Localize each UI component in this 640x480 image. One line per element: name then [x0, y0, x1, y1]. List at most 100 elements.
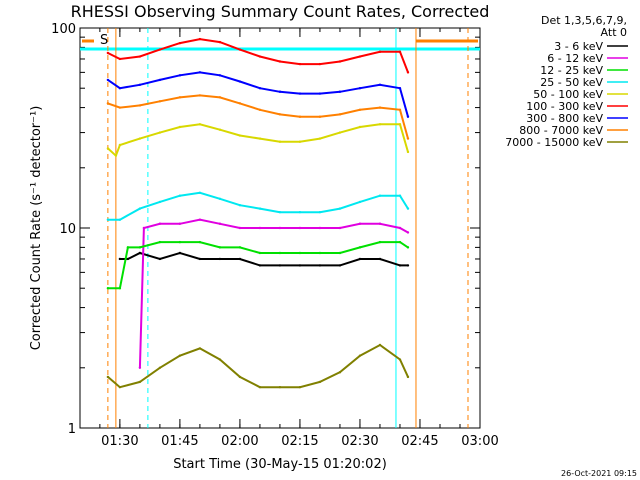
series-point-7 — [258, 87, 262, 90]
series-point-5 — [218, 128, 222, 131]
legend-label-8: 800 - 7000 keV — [519, 124, 603, 137]
series-point-8 — [338, 113, 342, 116]
series-point-1 — [238, 257, 242, 261]
series-point-6 — [238, 48, 242, 51]
series-point-4 — [218, 197, 222, 200]
series-point-7 — [406, 115, 410, 118]
series-line-4 — [107, 191, 409, 221]
series-point-3 — [118, 287, 122, 290]
series-point-7 — [358, 87, 362, 90]
series-point-8 — [378, 106, 382, 109]
series-point-6 — [106, 51, 110, 55]
series-point-1 — [398, 264, 402, 267]
series-point-9 — [198, 347, 202, 350]
series-point-5 — [338, 131, 342, 134]
series-point-7 — [318, 92, 322, 95]
series-point-2 — [318, 226, 322, 230]
x-tick-label: 02:15 — [281, 434, 318, 449]
series-point-5 — [198, 123, 202, 126]
y-axis-label: Corrected Count Rate (s⁻¹ detector⁻¹) — [29, 106, 44, 351]
series-point-9 — [258, 385, 262, 389]
series-point-1 — [278, 264, 282, 267]
series-point-2 — [278, 226, 282, 230]
series-point-3 — [258, 251, 262, 255]
series-point-5 — [238, 134, 242, 137]
legend-header-detectors: Det 1,3,5,6,7,9, — [541, 14, 627, 27]
series-point-4 — [318, 210, 322, 214]
series-point-6 — [338, 60, 342, 63]
series-point-9 — [158, 366, 162, 369]
series-point-1 — [118, 257, 122, 261]
series-point-6 — [218, 40, 222, 44]
series-point-3 — [218, 246, 222, 249]
series-point-5 — [378, 123, 382, 126]
series-point-6 — [406, 71, 410, 74]
series-point-4 — [378, 194, 382, 197]
legend-label-6: 100 - 300 keV — [526, 100, 603, 113]
series-point-7 — [218, 74, 222, 77]
series-point-8 — [278, 113, 282, 116]
series-point-8 — [178, 96, 182, 99]
series-point-4 — [118, 218, 122, 221]
series-point-2 — [238, 226, 242, 230]
series-point-4 — [258, 207, 262, 210]
series-point-3 — [106, 287, 110, 290]
series-point-2 — [138, 366, 142, 369]
series-point-8 — [398, 108, 402, 111]
series-point-1 — [218, 257, 222, 261]
series-point-7 — [278, 90, 282, 93]
legend-label-7: 300 - 800 keV — [526, 112, 603, 125]
series-point-8 — [258, 108, 262, 111]
series-point-2 — [218, 222, 222, 225]
legend-label-5: 50 - 100 keV — [533, 88, 603, 101]
series-point-9 — [358, 354, 362, 357]
series-point-3 — [158, 240, 162, 244]
series-point-6 — [198, 37, 202, 41]
series-point-4 — [238, 204, 242, 207]
series-point-6 — [378, 50, 382, 54]
legend-label-3: 12 - 25 keV — [540, 64, 603, 77]
series-point-8 — [138, 104, 142, 107]
series-point-9 — [138, 380, 142, 384]
series-point-7 — [118, 87, 122, 90]
series-line-2 — [138, 218, 409, 368]
series-point-8 — [218, 96, 222, 99]
series-point-4 — [398, 194, 402, 197]
series-point-3 — [278, 251, 282, 255]
series-point-3 — [358, 246, 362, 249]
series-line-3 — [107, 241, 409, 290]
series-point-3 — [398, 240, 402, 244]
series-point-6 — [138, 55, 142, 58]
series-point-6 — [158, 48, 162, 51]
series-point-5 — [158, 131, 162, 134]
series-point-3 — [238, 246, 242, 249]
series-point-2 — [378, 222, 382, 225]
series-point-1 — [318, 264, 322, 267]
series-point-9 — [218, 358, 222, 361]
series-point-7 — [178, 74, 182, 77]
series-point-9 — [238, 375, 242, 379]
series-point-5 — [114, 154, 118, 157]
series-point-5 — [358, 125, 362, 129]
series-point-7 — [198, 71, 202, 74]
y-tick-label: 10 — [59, 222, 76, 237]
series-point-6 — [258, 55, 262, 58]
plot-area: 1 10 100 01:30 01:45 02:00 02:15 02:30 02:45 03:0… — [51, 22, 628, 449]
series-point-9 — [178, 354, 182, 357]
legend-label-1: 3 - 6 keV — [554, 40, 603, 53]
series-point-4 — [298, 210, 302, 214]
series-point-9 — [406, 375, 410, 379]
series-point-1 — [138, 251, 142, 255]
series-point-3 — [378, 240, 382, 244]
series-point-6 — [178, 41, 182, 45]
series-point-2 — [338, 226, 342, 230]
series-point-7 — [338, 90, 342, 93]
series-point-1 — [178, 251, 182, 255]
series-point-5 — [318, 137, 322, 140]
series-point-2 — [406, 231, 410, 234]
series-point-8 — [358, 108, 362, 111]
series-point-5 — [178, 125, 182, 129]
x-tick-label: 02:30 — [341, 434, 378, 449]
